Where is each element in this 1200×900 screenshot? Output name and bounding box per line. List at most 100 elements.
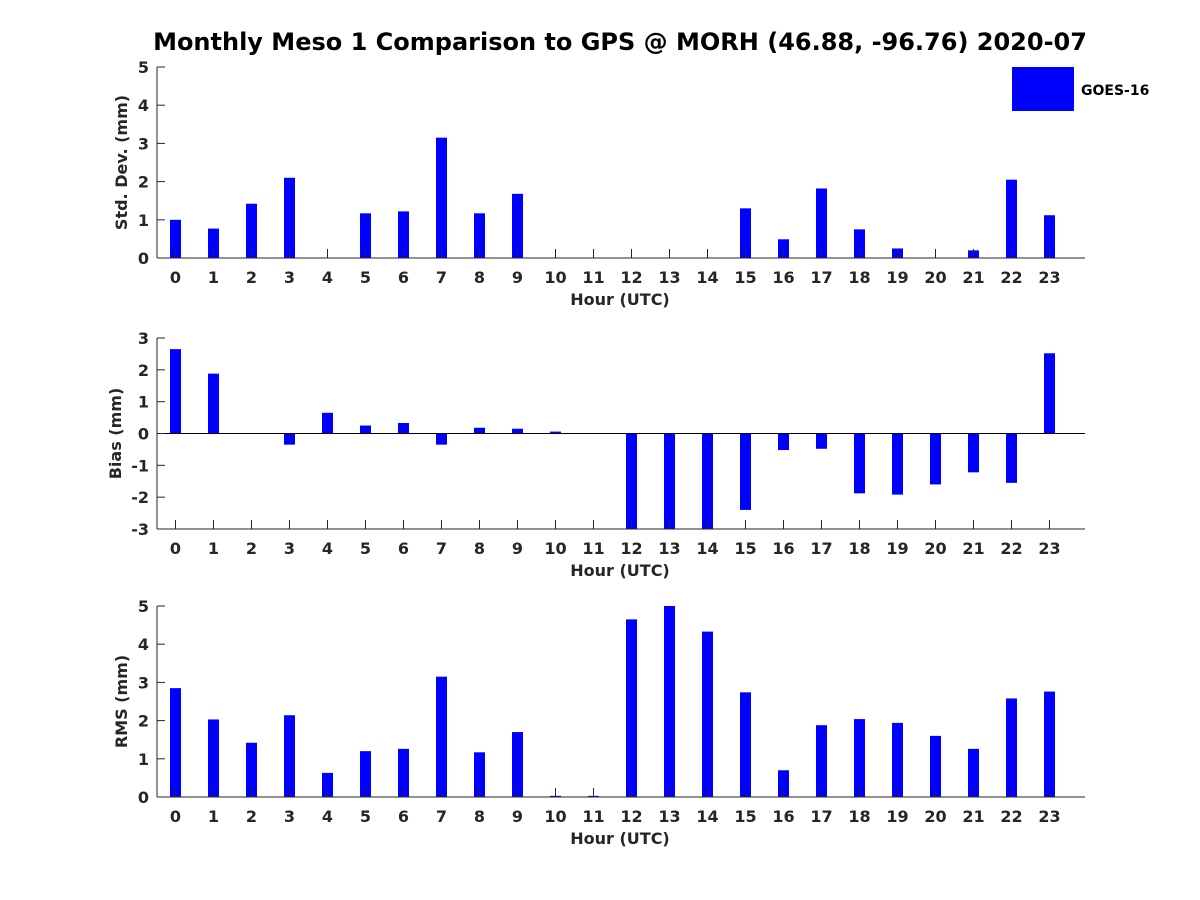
- x-tick-label: 22: [1000, 807, 1022, 826]
- x-axis-label: Hour (UTC): [570, 561, 670, 580]
- x-tick-label: 12: [620, 807, 642, 826]
- x-tick-label: 7: [436, 807, 447, 826]
- bar-hour-23: [1044, 353, 1055, 434]
- bar-hour-4: [322, 412, 333, 434]
- x-tick-label: 4: [322, 807, 333, 826]
- bar-hour-3: [284, 715, 295, 797]
- x-tick-label: 15: [734, 539, 756, 558]
- x-tick-label: 15: [734, 268, 756, 287]
- x-tick-label: 19: [886, 539, 908, 558]
- legend: GOES-16: [1012, 67, 1149, 111]
- x-tick-label: 8: [474, 268, 485, 287]
- x-tick-label: 1: [208, 539, 219, 558]
- x-tick-label: 2: [246, 807, 257, 826]
- x-tick-label: 10: [544, 268, 566, 287]
- bar-hour-7: [436, 676, 447, 797]
- bar-hour-14: [702, 433, 713, 529]
- y-axis-label: Bias (mm): [106, 388, 125, 480]
- x-tick-label: 18: [848, 807, 870, 826]
- x-tick-label: 1: [208, 807, 219, 826]
- x-tick-label: 17: [810, 807, 832, 826]
- bar-hour-5: [360, 213, 371, 258]
- bar-hour-19: [892, 722, 903, 797]
- x-tick-label: 6: [398, 807, 409, 826]
- x-tick-label: 4: [322, 268, 333, 287]
- bar-hour-18: [854, 433, 865, 494]
- bar-hour-14: [702, 631, 713, 797]
- x-tick-label: 12: [620, 539, 642, 558]
- bar-hour-4: [322, 772, 333, 797]
- y-tick-label: 3: [138, 134, 149, 153]
- bar-hour-12: [626, 433, 637, 529]
- x-tick-label: 6: [398, 539, 409, 558]
- x-tick-label: 23: [1038, 268, 1060, 287]
- bar-hour-2: [246, 742, 257, 797]
- x-tick-label: 7: [436, 539, 447, 558]
- x-tick-label: 13: [658, 539, 680, 558]
- bar-hour-22: [1006, 179, 1017, 258]
- y-tick-label: 3: [138, 673, 149, 692]
- x-tick-label: 9: [512, 268, 523, 287]
- legend-label: GOES-16: [1081, 83, 1149, 99]
- x-tick-label: 14: [696, 268, 718, 287]
- bar-hour-9: [512, 193, 523, 258]
- y-tick-label: 2: [138, 173, 149, 192]
- x-tick-label: 3: [284, 268, 295, 287]
- bar-hour-6: [398, 211, 409, 258]
- bar-hour-6: [398, 422, 409, 434]
- bar-hour-5: [360, 425, 371, 434]
- x-tick-label: 9: [512, 539, 523, 558]
- x-tick-label: 13: [658, 807, 680, 826]
- y-tick-label: 4: [138, 96, 149, 115]
- legend-swatch: [1012, 67, 1074, 111]
- x-tick-label: 23: [1038, 539, 1060, 558]
- x-tick-label: 5: [360, 807, 371, 826]
- bar-hour-12: [626, 619, 637, 797]
- bar-hour-17: [816, 433, 827, 449]
- y-tick-label: 1: [138, 750, 149, 769]
- x-tick-label: 13: [658, 268, 680, 287]
- x-tick-label: 23: [1038, 807, 1060, 826]
- bar-hour-3: [284, 177, 295, 258]
- x-tick-label: 18: [848, 539, 870, 558]
- bar-hour-17: [816, 725, 827, 797]
- x-tick-label: 7: [436, 268, 447, 287]
- x-tick-label: 21: [962, 539, 984, 558]
- bar-hour-18: [854, 719, 865, 797]
- x-tick-label: 11: [582, 268, 604, 287]
- bar-hour-16: [778, 433, 789, 451]
- x-tick-label: 21: [962, 807, 984, 826]
- chart-title: Monthly Meso 1 Comparison to GPS @ MORH …: [153, 28, 1087, 56]
- bar-hour-13: [664, 433, 675, 529]
- x-tick-label: 8: [474, 539, 485, 558]
- bar-hour-1: [208, 228, 219, 258]
- y-tick-label: 1: [138, 393, 149, 412]
- x-tick-label: 0: [170, 268, 181, 287]
- x-tick-label: 8: [474, 807, 485, 826]
- bar-hour-20: [930, 735, 941, 797]
- x-tick-label: 9: [512, 807, 523, 826]
- x-tick-label: 19: [886, 807, 908, 826]
- x-tick-label: 20: [924, 539, 946, 558]
- x-tick-label: 1: [208, 268, 219, 287]
- x-tick-label: 0: [170, 539, 181, 558]
- y-tick-label: 2: [138, 361, 149, 380]
- x-tick-label: 22: [1000, 539, 1022, 558]
- bar-hour-16: [778, 770, 789, 797]
- bar-hour-15: [740, 692, 751, 797]
- x-tick-label: 2: [246, 268, 257, 287]
- bar-hour-22: [1006, 698, 1017, 797]
- bar-hour-9: [512, 428, 523, 434]
- x-tick-label: 3: [284, 807, 295, 826]
- bar-hour-6: [398, 748, 409, 797]
- bar-hour-20: [930, 433, 941, 485]
- x-tick-label: 4: [322, 539, 333, 558]
- bar-hour-7: [436, 137, 447, 258]
- x-axis-label: Hour (UTC): [570, 829, 670, 848]
- bar-hour-5: [360, 751, 371, 797]
- bar-hour-22: [1006, 433, 1017, 483]
- x-tick-label: 22: [1000, 268, 1022, 287]
